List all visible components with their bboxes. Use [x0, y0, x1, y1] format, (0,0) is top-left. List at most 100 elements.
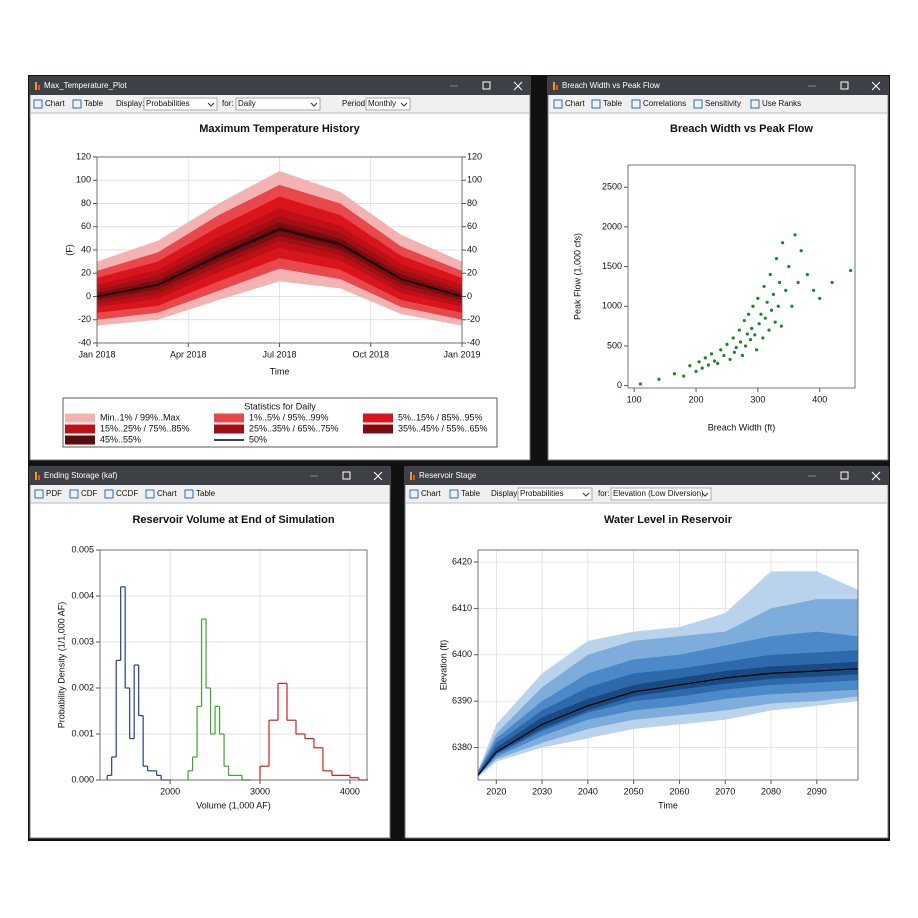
toolbar-item[interactable]: Display:	[491, 489, 519, 498]
toolbar-item[interactable]: Daily	[238, 99, 256, 108]
point	[793, 233, 797, 237]
title-bar	[548, 77, 888, 95]
point	[743, 344, 748, 348]
point	[725, 342, 729, 346]
x-tick-label: 2090	[807, 786, 827, 796]
legend-label: 45%..55%	[100, 434, 141, 444]
dropdown[interactable]	[517, 487, 593, 501]
x-tick-label: Apr 2018	[170, 349, 207, 359]
toolbar-item[interactable]: for:	[598, 489, 610, 498]
x-tick-label: 2080	[761, 786, 781, 796]
y2-tick-label: 40	[467, 244, 477, 254]
median-line	[477, 668, 859, 776]
band	[478, 650, 858, 776]
maximize-button[interactable]	[482, 81, 491, 90]
close-button[interactable]	[871, 471, 881, 481]
legend-label: 15%..25% / 75%..85%	[100, 423, 190, 433]
dropdown[interactable]	[365, 97, 411, 111]
point	[751, 304, 755, 308]
x-tick-label: 400	[812, 394, 827, 404]
app-icon	[410, 472, 412, 480]
close-button[interactable]	[871, 81, 881, 91]
point	[688, 364, 692, 368]
y-tick-label: 1000	[602, 301, 622, 311]
toolbar-item[interactable]: Table	[196, 489, 216, 498]
maximize-button[interactable]	[840, 471, 849, 480]
y-tick-label: 2500	[602, 182, 622, 192]
toolbar-item[interactable]: CCDF	[116, 489, 138, 498]
y2-tick-label: 120	[467, 151, 482, 161]
close-button[interactable]	[513, 81, 523, 91]
window-title: Ending Storage (kaf)	[44, 471, 118, 480]
app-icon	[553, 82, 555, 90]
x-axis-label: Time	[270, 366, 290, 376]
dropdown-arrow	[582, 492, 590, 497]
toolbar-item[interactable]: Chart	[157, 489, 177, 498]
toolbar-item[interactable]: Table	[461, 489, 481, 498]
legend-box	[62, 397, 498, 448]
x-tick-label: 4000	[340, 786, 360, 796]
title-bar	[30, 77, 530, 95]
toolbar-icon	[631, 99, 641, 109]
y-tick-label: -40	[78, 337, 91, 347]
plot-frame	[477, 549, 859, 781]
point	[722, 353, 726, 358]
point	[773, 320, 777, 324]
point	[777, 280, 782, 285]
x-tick-label: Jan 2019	[443, 349, 480, 359]
point	[805, 272, 809, 277]
close-button[interactable]	[373, 471, 383, 481]
x-tick-label: 300	[750, 394, 765, 404]
point	[779, 324, 783, 328]
toolbar-icon	[693, 99, 703, 109]
point	[712, 359, 717, 363]
y-tick-label: 1500	[602, 261, 622, 271]
dropdown[interactable]	[235, 97, 321, 111]
point	[818, 296, 822, 300]
dropdown[interactable]	[610, 487, 712, 501]
toolbar	[31, 485, 389, 503]
toolbar-item[interactable]: Probabilities	[146, 99, 190, 108]
toolbar-item[interactable]: Chart	[421, 489, 441, 498]
toolbar-item[interactable]: PDF	[46, 489, 62, 498]
point	[757, 322, 761, 326]
y-tick-label: 60	[81, 221, 91, 231]
toolbar-item[interactable]: Sensitivity	[705, 99, 741, 108]
toolbar-item[interactable]: Table	[603, 99, 623, 108]
point	[732, 350, 736, 354]
toolbar-item[interactable]: Period:	[342, 99, 367, 108]
x-tick-label: Jul 2018	[262, 349, 296, 359]
toolbar-icon	[145, 489, 155, 499]
toolbar-item[interactable]: Probabilities	[520, 489, 564, 498]
maximize-button[interactable]	[840, 81, 849, 90]
toolbar-item[interactable]: Chart	[565, 99, 585, 108]
toolbar-item[interactable]: Chart	[45, 99, 65, 108]
toolbar-item[interactable]: Table	[84, 99, 104, 108]
toolbar-icon	[409, 489, 419, 499]
toolbar-item[interactable]: Correlations	[643, 99, 686, 108]
window-title: Breach Width vs Peak Flow	[562, 81, 660, 90]
point	[765, 300, 769, 304]
y-tick-label: 0.003	[71, 636, 94, 646]
toolbar-item[interactable]: CDF	[81, 489, 98, 498]
legend-swatch	[65, 424, 95, 434]
x-tick-label: 200	[689, 394, 704, 404]
y-tick-label: 120	[76, 151, 91, 161]
x-axis-label: Breach Width (ft)	[708, 422, 776, 432]
toolbar-item[interactable]: Use Ranks	[762, 99, 801, 108]
dropdown[interactable]	[143, 97, 218, 111]
point	[790, 304, 794, 308]
toolbar-item[interactable]: Monthly	[368, 99, 396, 108]
window-title: Reservoir Stage	[419, 471, 477, 480]
dropdown-arrow	[400, 102, 408, 107]
toolbar-item[interactable]: Display:	[116, 99, 144, 108]
point	[694, 369, 698, 373]
toolbar-item[interactable]: Elevation (Low Diversion)	[613, 489, 704, 498]
toolbar-item[interactable]: for:	[222, 99, 234, 108]
x-axis-label: Time	[658, 800, 678, 810]
window: Ending Storage (kaf) PDF CDF CCDF Chart Table…	[29, 466, 391, 839]
maximize-button[interactable]	[342, 471, 351, 480]
window: Max_Temperature_Plot Chart Table Display: Pr…	[29, 76, 531, 461]
toolbar-icon	[449, 489, 459, 499]
y-tick-label: 0.000	[71, 774, 94, 784]
